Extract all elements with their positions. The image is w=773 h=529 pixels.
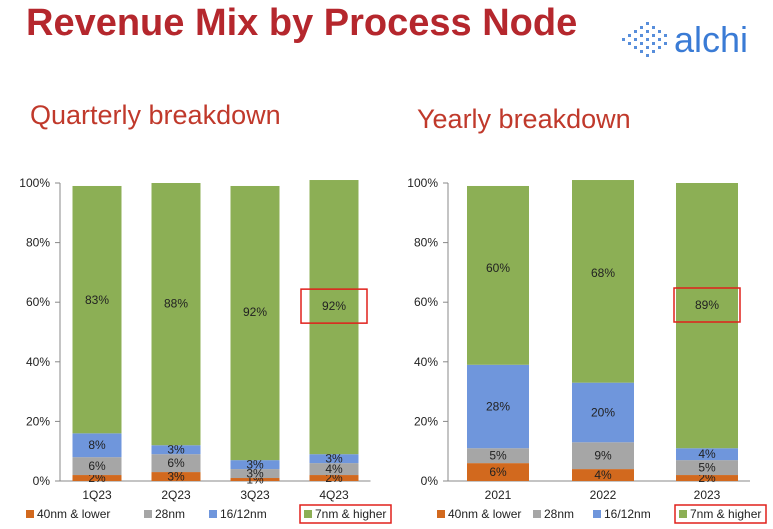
quarterly-data-label: 6% — [88, 459, 106, 473]
quarterly-chart-title: Quarterly breakdown — [30, 100, 281, 130]
quarterly-data-label: 3% — [246, 458, 264, 472]
quarterly-data-label: 3% — [167, 470, 185, 484]
quarterly-y-tick-label: 80% — [26, 236, 50, 250]
yearly-bar-28nm — [676, 460, 738, 476]
yearly-y-tick-label: 20% — [414, 414, 438, 428]
quarterly-legend-swatch — [26, 510, 34, 518]
yearly-legend-label: 16/12nm — [604, 507, 651, 521]
yearly-legend-swatch — [593, 510, 601, 518]
quarterly-legend-label: 7nm & higher — [315, 507, 386, 521]
quarterly-data-label: 92% — [322, 299, 346, 313]
yearly-bar-16-12nm — [467, 364, 529, 449]
page-title: Revenue Mix by Process Node — [26, 2, 578, 44]
yearly-x-tick-label: 2023 — [694, 488, 721, 502]
yearly-data-label: 60% — [486, 261, 510, 275]
yearly-bar-40nm-lower — [676, 475, 738, 481]
yearly-x-tick-label: 2022 — [590, 488, 617, 502]
quarterly-data-label: 88% — [164, 297, 188, 311]
quarterly-y-tick-label: 40% — [26, 355, 50, 369]
quarterly-bar-40nm-lower — [230, 478, 280, 481]
quarterly-bar-7nm-higher — [230, 185, 280, 461]
quarterly-data-label: 92% — [243, 305, 267, 319]
quarterly-x-tick-label: 2Q23 — [161, 488, 191, 502]
quarterly-data-label: 4% — [325, 462, 343, 476]
quarterly-legend-label: 28nm — [155, 507, 185, 521]
yearly-y-tick-label: 40% — [414, 355, 438, 369]
yearly-data-label: 6% — [489, 465, 507, 479]
yearly-bar-40nm-lower — [572, 469, 634, 481]
quarterly-data-label: 3% — [167, 443, 185, 457]
yearly-bar-7nm-higher — [572, 180, 634, 383]
quarterly-bar-16-12nm — [151, 445, 201, 455]
yearly-legend-label: 28nm — [544, 507, 574, 521]
yearly-legend-label: 7nm & higher — [690, 507, 761, 521]
quarterly-legend-swatch — [209, 510, 217, 518]
quarterly-bar-7nm-higher — [72, 185, 122, 434]
yearly-data-label: 20% — [591, 405, 615, 419]
yearly-y-tick-label: 80% — [414, 236, 438, 250]
yearly-bar-16-12nm — [676, 448, 738, 461]
quarterly-bar-16-12nm — [230, 460, 280, 470]
quarterly-data-label: 3% — [325, 452, 343, 466]
quarterly-legend-highlight-box — [299, 504, 392, 524]
yearly-y-tick-label: 0% — [421, 474, 439, 488]
quarterly-x-tick-label: 3Q23 — [240, 488, 270, 502]
quarterly-legend-swatch — [144, 510, 152, 518]
yearly-data-label: 28% — [486, 400, 510, 414]
yearly-bar-40nm-lower — [467, 463, 529, 481]
quarterly-bar-16-12nm — [72, 433, 122, 458]
yearly-data-label: 89% — [695, 298, 719, 312]
quarterly-bar-40nm-lower — [309, 475, 359, 481]
quarterly-bar-28nm — [151, 454, 201, 473]
yearly-data-label: 4% — [594, 468, 612, 482]
quarterly-bar-16-12nm — [309, 454, 359, 464]
yearly-highlight-box — [673, 287, 741, 323]
yearly-data-label: 5% — [489, 449, 507, 463]
quarterly-y-tick-label: 0% — [33, 474, 51, 488]
yearly-y-tick-label: 60% — [414, 295, 438, 309]
yearly-bar-28nm — [467, 448, 529, 464]
yearly-legend-swatch — [437, 510, 445, 518]
quarterly-bar-7nm-higher — [309, 180, 359, 455]
yearly-y-tick-label: 100% — [407, 176, 438, 190]
quarterly-data-label: 83% — [85, 293, 109, 307]
quarterly-data-label: 8% — [88, 438, 106, 452]
yearly-legend-swatch — [533, 510, 541, 518]
quarterly-y-tick-label: 60% — [26, 295, 50, 309]
quarterly-highlight-box — [300, 288, 368, 324]
yearly-data-label: 4% — [698, 447, 716, 461]
quarterly-bar-7nm-higher — [151, 183, 201, 446]
yearly-chart-title: Yearly breakdown — [417, 104, 631, 134]
quarterly-bar-28nm — [72, 457, 122, 476]
yearly-x-tick-label: 2021 — [485, 488, 512, 502]
quarterly-x-tick-label: 4Q23 — [319, 488, 349, 502]
quarterly-bar-40nm-lower — [151, 472, 201, 481]
yearly-data-label: 5% — [698, 461, 716, 475]
quarterly-bar-28nm — [230, 469, 280, 479]
quarterly-data-label: 6% — [167, 456, 185, 470]
quarterly-legend-label: 40nm & lower — [37, 507, 110, 521]
yearly-data-label: 68% — [591, 266, 615, 280]
quarterly-x-tick-label: 1Q23 — [82, 488, 112, 502]
yearly-bar-7nm-higher — [467, 185, 529, 365]
yearly-bar-28nm — [572, 442, 634, 470]
logo-text: alchi — [674, 19, 748, 60]
quarterly-bar-40nm-lower — [72, 475, 122, 481]
quarterly-y-tick-label: 100% — [19, 176, 50, 190]
yearly-legend-label: 40nm & lower — [448, 507, 521, 521]
quarterly-legend-swatch — [304, 510, 312, 518]
quarterly-legend-label: 16/12nm — [220, 507, 267, 521]
quarterly-y-tick-label: 20% — [26, 414, 50, 428]
quarterly-data-label: 3% — [246, 467, 264, 481]
yearly-legend-highlight-box — [674, 504, 767, 524]
yearly-legend-swatch — [679, 510, 687, 518]
quarterly-bar-28nm — [309, 463, 359, 476]
yearly-bar-7nm-higher — [676, 183, 738, 449]
logo-graphic: alchi — [622, 19, 748, 60]
yearly-bar-16-12nm — [572, 382, 634, 443]
company-logo: alchi — [616, 8, 773, 68]
yearly-data-label: 9% — [594, 449, 612, 463]
